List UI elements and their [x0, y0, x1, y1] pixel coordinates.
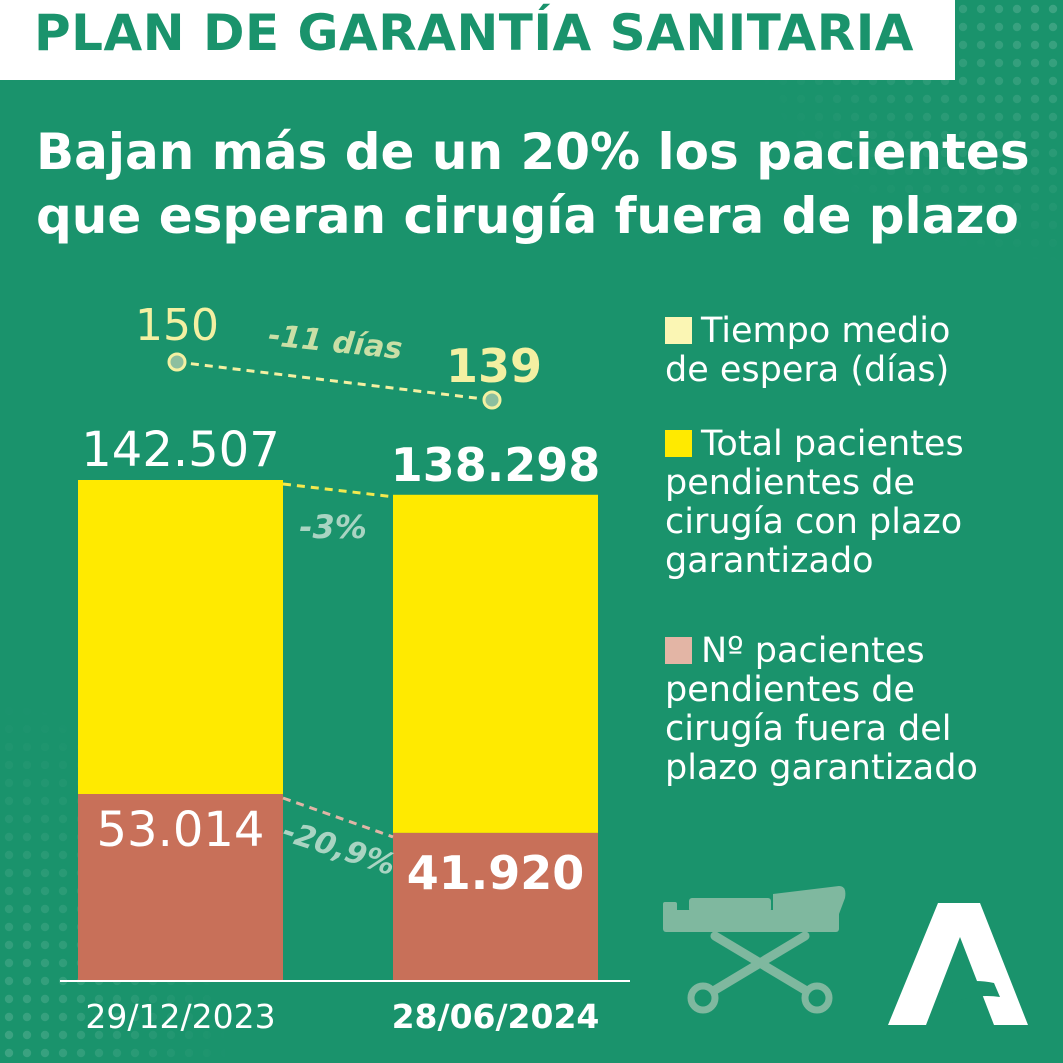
stacked-bar-chart: 142.507 53.014 29/12/2023 138.298 41.920 28/0… — [60, 300, 630, 1036]
wait-time-point-0 — [167, 352, 187, 372]
legend-total-line-3: cirugía con plazo — [665, 502, 963, 542]
legend-total-line-2: pendientes de — [665, 463, 915, 503]
label-total-1: 138.298 — [391, 438, 601, 492]
junta-andalucia-logo — [888, 903, 1028, 1025]
change-label-wait-time: -11 días — [267, 318, 404, 367]
legend-out-line-1: Nº pacientes — [665, 632, 1025, 671]
connector-total — [282, 482, 394, 499]
header-banner: PLAN DE GARANTÍA SANITARIA — [0, 0, 955, 80]
legend-item-wait-time: Tiempo medio de espera (días) — [665, 312, 1025, 390]
legend-item-out-of-term: Nº pacientes pendientes de cirugía fuera… — [665, 632, 1025, 788]
x-tick-label-0: 29/12/2023 — [85, 997, 275, 1036]
bar-out-of-term-0 — [78, 793, 283, 980]
bar-out-of-term-1 — [393, 832, 598, 980]
banner-title: PLAN DE GARANTÍA SANITARIA — [34, 4, 914, 62]
legend-item-total: Total pacientes pendientes de cirugía co… — [665, 425, 1025, 581]
wait-time-label-1: 139 — [446, 339, 542, 393]
headline: Bajan más de un 20% los pacientes que es… — [36, 120, 1046, 248]
change-label-out-of-term: -20,9% — [278, 814, 400, 883]
legend-swatch-out-of-term-icon — [665, 637, 692, 664]
headline-line-2: que esperan cirugía fuera de plazo — [36, 187, 1019, 245]
label-out-of-term-0: 53.014 — [97, 802, 265, 858]
headline-line-1: Bajan más de un 20% los pacientes — [36, 123, 1030, 181]
legend-swatch-total-icon — [665, 430, 692, 457]
legend-out-line-3: cirugía fuera del — [665, 709, 952, 749]
x-tick-label-1: 28/06/2024 — [392, 997, 600, 1036]
stretcher-icon — [663, 886, 846, 1014]
bar-total-0 — [78, 480, 283, 794]
legend-total-line-4: garantizado — [665, 541, 874, 581]
bar-total-1 — [393, 494, 598, 833]
wait-time-point-1 — [482, 390, 502, 410]
label-out-of-term-1: 41.920 — [407, 846, 585, 900]
legend-total-line-1: Total pacientes — [665, 425, 1025, 464]
change-label-total: -3% — [299, 508, 367, 546]
wait-time-label-0: 150 — [135, 300, 219, 351]
wait-time-line — [176, 360, 493, 402]
legend-wait-line-2: de espera (días) — [665, 350, 950, 390]
legend-out-line-4: plazo garantizado — [665, 748, 978, 788]
legend-swatch-wait-time-icon — [665, 317, 692, 344]
label-total-0: 142.507 — [81, 422, 280, 478]
connector-out-of-term — [282, 796, 394, 839]
legend-wait-line-1: Tiempo medio — [665, 312, 1025, 351]
legend-out-line-2: pendientes de — [665, 670, 915, 710]
